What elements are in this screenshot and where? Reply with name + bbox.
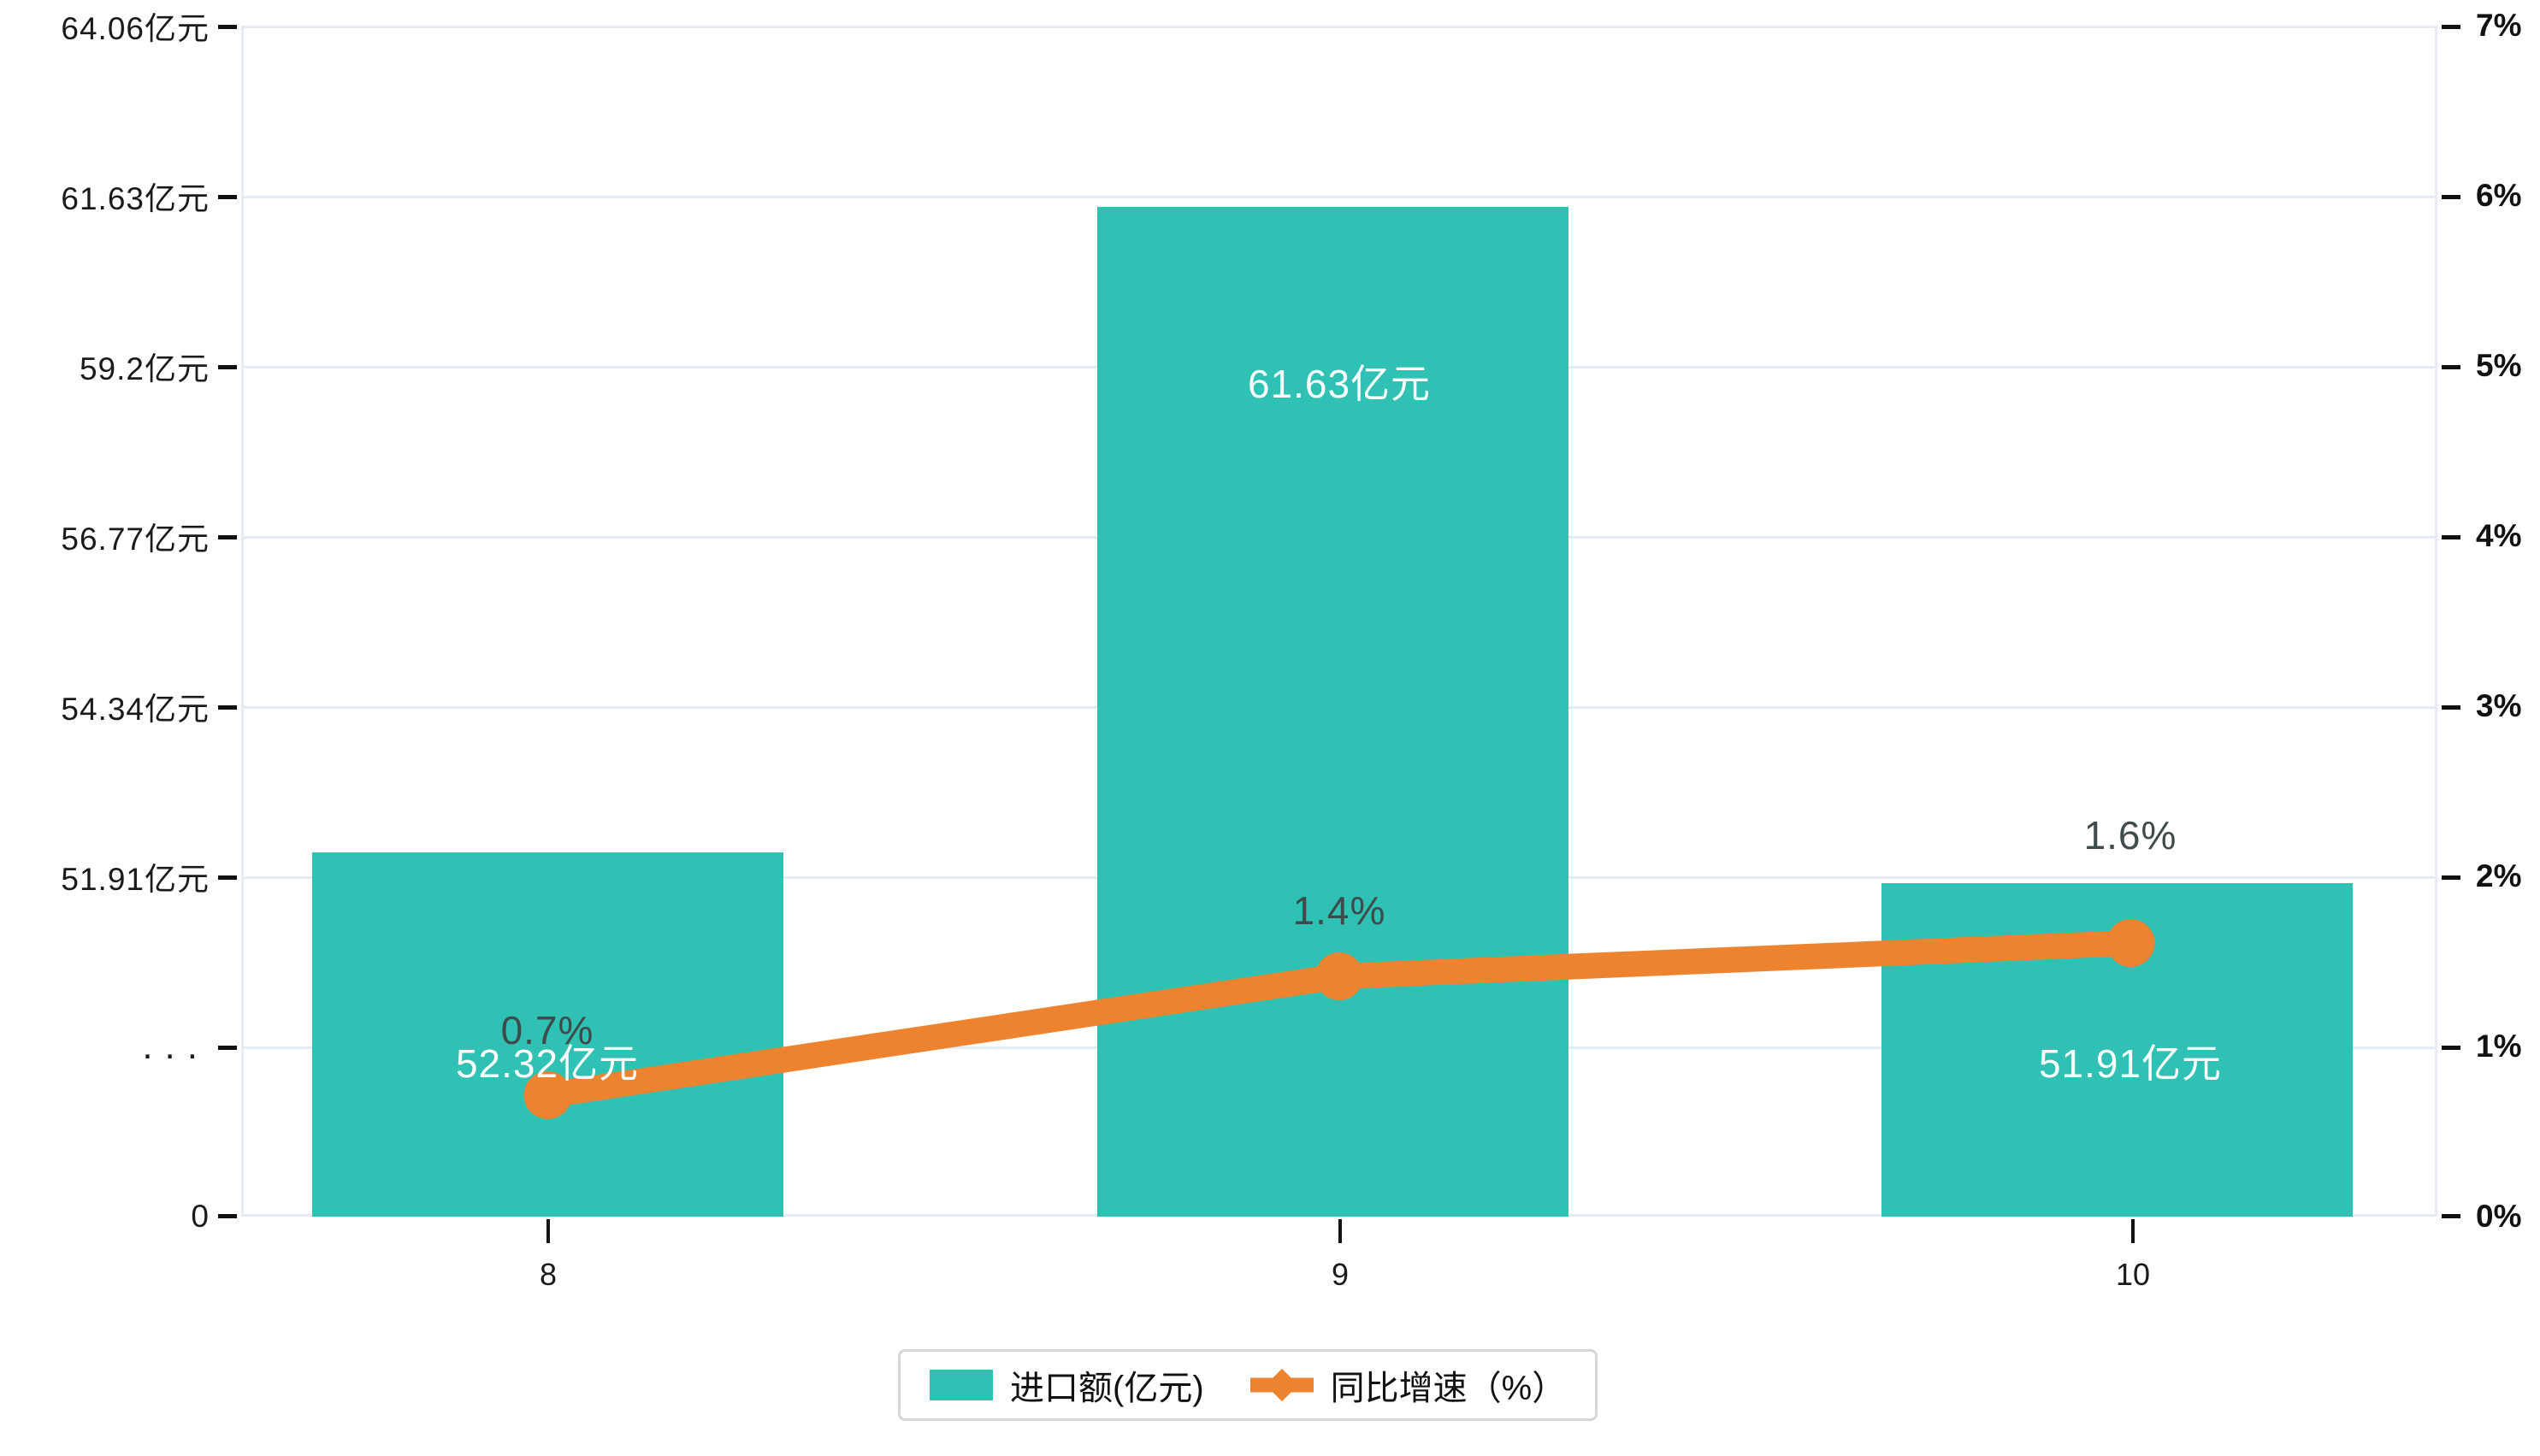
left-axis-tick-label: 56.77亿元 (61, 522, 210, 557)
right-axis-tick-mark (2442, 535, 2460, 539)
right-axis-tick-mark (2442, 1046, 2460, 1050)
right-axis-tick-mark (2442, 365, 2460, 369)
legend-label-growth-rate: 同比增速（%） (1330, 1370, 1567, 1407)
right-axis-tick-mark (2442, 195, 2460, 199)
legend-bar-swatch-icon (930, 1370, 993, 1400)
right-axis-tick-mark (2442, 25, 2460, 29)
left-axis-tick-mark (218, 705, 237, 710)
left-axis-tick-mark (218, 535, 237, 539)
right-axis-tick-label: 0% (2476, 1199, 2522, 1234)
legend: 进口额(亿元) 同比增速（%） (898, 1349, 1598, 1421)
right-axis-tick-label: 6% (2476, 178, 2522, 213)
right-axis-tick-label: 1% (2476, 1029, 2522, 1064)
left-axis-tick-mark (218, 875, 237, 880)
right-axis-tick-label: 3% (2476, 688, 2522, 723)
left-axis-tick-label: 59.2亿元 (79, 351, 210, 386)
left-axis-tick-mark (218, 25, 237, 29)
x-axis-tick-mark (2131, 1219, 2135, 1243)
left-axis-tick-label: 51.91亿元 (61, 862, 210, 897)
left-axis-spine (241, 26, 244, 1217)
right-axis-spine (2435, 26, 2437, 1217)
left-axis-tick-label: 0 (191, 1199, 210, 1234)
x-axis-tick-mark (1338, 1219, 1342, 1243)
left-axis-tick-mark (218, 195, 237, 199)
right-axis-tick-mark (2442, 705, 2460, 710)
growth-rate-label-8: 0.7% (500, 1008, 594, 1052)
import-value-label-10: 51.91亿元 (2038, 1041, 2223, 1086)
right-axis-tick-label: 7% (2476, 8, 2522, 43)
legend-line-swatch-icon (1249, 1368, 1314, 1402)
legend-item-import-amount[interactable]: 进口额(亿元) (930, 1360, 1204, 1410)
x-axis-tick-mark (546, 1219, 550, 1243)
left-axis-tick-label: 54.34亿元 (61, 692, 210, 727)
left-axis-tick-label: 61.63亿元 (61, 181, 210, 216)
grid-line (244, 26, 2435, 28)
import-value-label-9: 61.63亿元 (1247, 362, 1432, 406)
x-axis-tick-label: 9 (1331, 1257, 1350, 1292)
right-axis-tick-label: 2% (2476, 858, 2522, 893)
x-axis-tick-label: 8 (539, 1257, 558, 1292)
growth-rate-label-10: 1.6% (2083, 813, 2177, 858)
left-axis-tick-mark (218, 1046, 237, 1050)
left-axis-tick-label-ellipsis: ... (142, 1025, 210, 1067)
left-axis-tick-mark (218, 365, 237, 369)
plot-area: 0.7% 1.4% 1.6% 52.32亿元 61.63亿元 51.91亿元 (218, 25, 2460, 1218)
legend-item-growth-rate[interactable]: 同比增速（%） (1249, 1360, 1567, 1410)
x-axis-tick-label: 10 (2115, 1257, 2151, 1292)
right-axis-tick-mark (2442, 1214, 2460, 1218)
import-value-label-8: 52.32亿元 (455, 1041, 640, 1086)
right-axis-tick-label: 4% (2476, 518, 2522, 553)
right-axis-tick-mark (2442, 875, 2460, 880)
left-axis-tick-mark (218, 1214, 237, 1218)
right-axis-tick-label: 5% (2476, 348, 2522, 383)
legend-label-import-amount: 进口额(亿元) (1010, 1370, 1204, 1407)
growth-rate-label-9: 1.4% (1292, 888, 1386, 933)
grid-line (244, 196, 2435, 198)
left-axis-tick-label: 64.06亿元 (61, 11, 210, 46)
